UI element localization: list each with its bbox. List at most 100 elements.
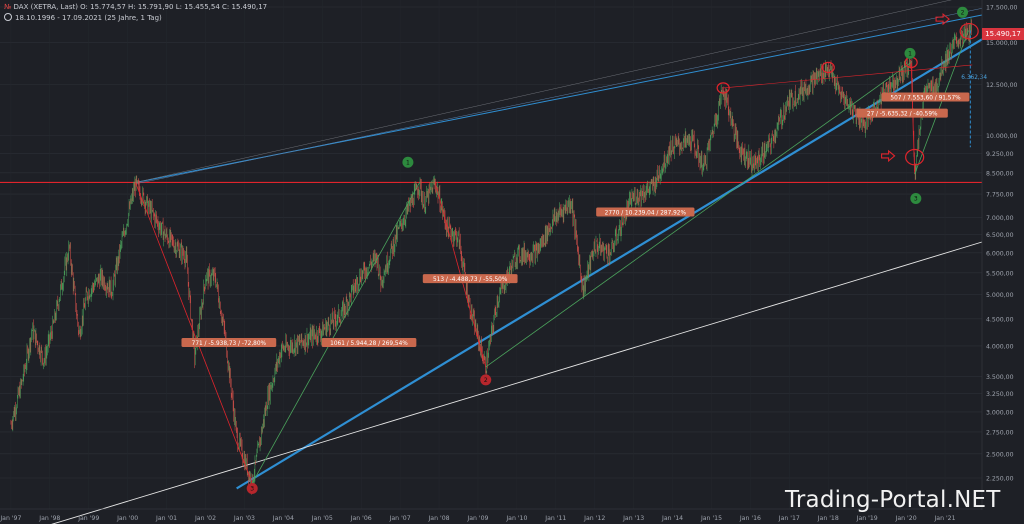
wave-marker-label: 3: [250, 485, 254, 492]
y-tick-label: 2.750,00: [986, 429, 1014, 436]
highlight-circle: [716, 82, 730, 94]
y-axis: 17.500,00 15.000,00 12.500,00 10.000,00 9.25…: [981, 0, 1018, 510]
annotation-text: 771 / -5.938,73 / -72,80%: [192, 341, 267, 347]
swing-line-up: [914, 30, 969, 175]
x-tick-label: Jan '01: [155, 515, 177, 522]
y-tick-label: 6.000,00: [986, 250, 1014, 257]
upper-channel-line-2: [135, 8, 983, 185]
y-tick-label: 3.500,00: [986, 374, 1014, 381]
white-trend-line: [51, 241, 983, 524]
y-tick-label: 5.000,00: [986, 292, 1014, 299]
y-tick-label: 15.000,00: [986, 40, 1018, 47]
x-tick-label: Jan '03: [233, 515, 255, 522]
swing-line-down: [135, 182, 253, 484]
y-tick-label: 9.250,00: [986, 151, 1014, 158]
y-tick-label: 7.000,00: [986, 215, 1014, 222]
x-tick-label: Jan '05: [311, 515, 333, 522]
wave-marker: [957, 6, 969, 18]
chart-title-line: № DAX (XETRA, Last) O: 15.774,57 H: 15.7…: [4, 3, 267, 11]
x-tick-label: Jan '10: [505, 515, 527, 522]
y-tick-label: 6.500,00: [986, 232, 1014, 239]
highlight-circle: [905, 148, 925, 166]
annotation-text: 27 / -5.635,32 / -40,59%: [867, 112, 938, 118]
x-tick-label: Jan '20: [895, 515, 917, 522]
swing-line-down: [910, 62, 916, 175]
x-tick-label: Jan '00: [116, 515, 138, 522]
x-tick-label: Jan '98: [38, 515, 60, 522]
x-tick-label: Jan '09: [466, 515, 488, 522]
wave-marker-label: 2: [961, 9, 965, 16]
wave-marker: [910, 193, 922, 205]
annotation-box: [596, 207, 695, 217]
date-range: 18.10.1996 - 17.09.2021: [15, 14, 103, 22]
annotation-box: [856, 108, 948, 118]
x-tick-label: Jan '02: [194, 515, 216, 522]
x-tick-label: Jan '15: [700, 515, 722, 522]
watermark: Trading-Portal.NET: [785, 487, 1001, 513]
x-tick-label: Jan '13: [622, 515, 644, 522]
wave-marker: [904, 47, 916, 59]
y-tick-label: 10.000,00: [986, 133, 1018, 140]
wave-marker-label: 3: [914, 196, 918, 203]
y-tick-label: 12.500,00: [986, 82, 1018, 89]
x-tick-label: Jan '17: [778, 515, 800, 522]
x-tick-label: Jan '07: [389, 515, 411, 522]
arrow-right-icon: [935, 12, 950, 26]
y-tick-label: 4.000,00: [986, 343, 1014, 350]
x-tick-label: Jan '06: [350, 515, 372, 522]
clock-icon: [4, 13, 12, 21]
symbol-marker: №: [4, 3, 12, 11]
highlight-circle: [959, 22, 979, 40]
x-tick-label: Jan '11: [544, 515, 566, 522]
overlay-lines: [135, 22, 979, 484]
annotation-box: [422, 274, 518, 284]
x-tick-label: Jan '18: [817, 515, 839, 522]
x-tick-label: Jan '04: [272, 515, 294, 522]
upper-channel-line-3: [135, 0, 952, 183]
annotation-text: 1061 / 5.944,28 / 269,54%: [330, 341, 408, 347]
swing-line-up: [485, 62, 912, 368]
x-tick-label: Jan '99: [77, 515, 99, 522]
x-tick-label: Jan '19: [856, 515, 878, 522]
wave-marker-label: 1: [406, 159, 410, 166]
y-tick-label: 7.750,00: [986, 192, 1014, 199]
price-series: [10, 17, 972, 495]
gridlines: [0, 6, 982, 479]
y-tick-label: 2.250,00: [986, 476, 1014, 483]
y-tick-label: 5.500,00: [986, 270, 1014, 277]
x-tick-label: Jan '12: [583, 515, 605, 522]
y-tick-label: 3.000,00: [986, 409, 1014, 416]
annotation-box: [321, 338, 417, 348]
last-price-badge: 15.490,17: [982, 28, 1024, 40]
annotation-text: 6.362,34: [961, 75, 987, 81]
swing-line-up: [251, 182, 420, 484]
wave-marker: [246, 482, 258, 494]
x-axis: Jan '97 Jan '98 Jan '99 Jan '00 Jan '01 Jan '…: [0, 508, 982, 522]
x-tick-label: Jan '16: [739, 515, 761, 522]
wave-marker-label: 1: [908, 50, 912, 57]
wave-marker-label: 2: [484, 377, 488, 384]
wave-marker: [402, 156, 414, 168]
y-tick-label: 2.500,00: [986, 451, 1014, 458]
arrow-markers: [881, 12, 950, 163]
period-label: (25 Jahre, 1 Tag): [104, 14, 162, 22]
date-range-line: 18.10.1996 - 17.09.2021 (25 Jahre, 1 Tag…: [4, 13, 162, 22]
annotation-box: [881, 92, 970, 102]
wave-markers: 1 3 2 1 3 2: [246, 6, 969, 494]
annotation-text: 507 / 7.553,60 / 91,57%: [890, 95, 961, 101]
y-tick-label: 4.500,00: [986, 316, 1014, 323]
x-tick-label: Jan '97: [0, 515, 21, 522]
highlight-circle: [821, 61, 835, 74]
arrow-right-icon: [881, 149, 896, 163]
wave-marker: [480, 374, 492, 386]
annotation-box: [181, 338, 277, 348]
y-tick-label: 8.500,00: [986, 170, 1014, 177]
x-tick-label: Jan '21: [933, 515, 955, 522]
annotation-text: 513 / -4.488,73 / -55,50%: [433, 277, 508, 283]
ohlc-readout: DAX (XETRA, Last) O: 15.774,57 H: 15.791…: [13, 3, 268, 11]
x-tick-label: Jan '14: [661, 515, 683, 522]
x-tick-label: Jan '08: [427, 515, 449, 522]
y-tick-label: 3.250,00: [986, 391, 1014, 398]
annotation-text: 2770 / 10.239,04 / 287,92%: [605, 211, 687, 217]
